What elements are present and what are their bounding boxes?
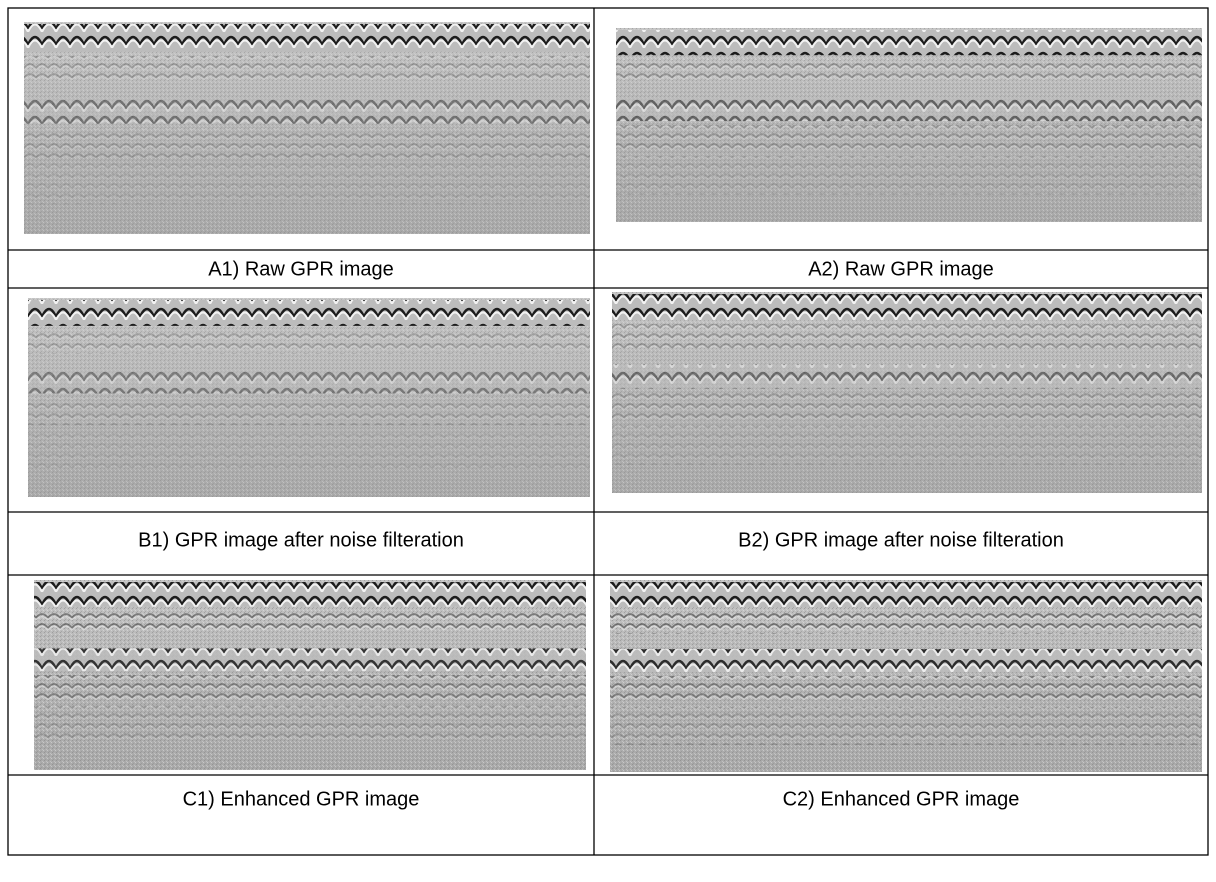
reflection-band [612, 294, 1202, 321]
reflection-band [34, 582, 586, 607]
reflection-band [610, 676, 1202, 703]
reflection-band [610, 706, 1202, 746]
reflection-band [616, 59, 1202, 83]
reflection-band [616, 125, 1202, 153]
gpr-image [610, 580, 1202, 772]
reflection-band [612, 424, 1202, 465]
caption: A2) Raw GPR image [808, 258, 994, 280]
gpr-image [34, 580, 586, 770]
caption: A1) Raw GPR image [208, 258, 394, 280]
reflection-band [612, 324, 1202, 349]
reflection-band [610, 649, 1202, 673]
reflection-band [34, 705, 586, 744]
reflection-band [612, 364, 1202, 389]
gpr-image [616, 28, 1202, 222]
reflection-band [616, 156, 1202, 195]
gpr-image [24, 22, 590, 234]
reflection-band [28, 429, 590, 470]
reflection-band [616, 97, 1202, 122]
caption: C2) Enhanced GPR image [783, 788, 1020, 810]
reflection-band [28, 397, 590, 426]
reflection-band [34, 648, 586, 672]
reflection-band [610, 610, 1202, 634]
reflection-band [28, 369, 590, 394]
reflection-band [34, 675, 586, 702]
gpr-images [24, 22, 1202, 772]
reflection-band [612, 392, 1202, 421]
table-border [7, 7, 1209, 856]
reflection-band [24, 161, 590, 205]
caption: C1) Enhanced GPR image [183, 788, 420, 810]
caption: B1) GPR image after noise filteration [138, 529, 464, 551]
reflection-band [24, 24, 590, 52]
reflection-band [34, 610, 586, 634]
reflection-band [24, 98, 590, 124]
reflection-band [24, 55, 590, 82]
caption: B2) GPR image after noise filteration [738, 529, 1064, 551]
reflection-band [28, 329, 590, 354]
reflection-band [24, 128, 590, 158]
gpr-image [612, 292, 1202, 493]
reflection-band [28, 300, 590, 326]
reflection-band [610, 582, 1202, 607]
reflection-band [616, 30, 1202, 56]
gpr-image [28, 298, 590, 497]
